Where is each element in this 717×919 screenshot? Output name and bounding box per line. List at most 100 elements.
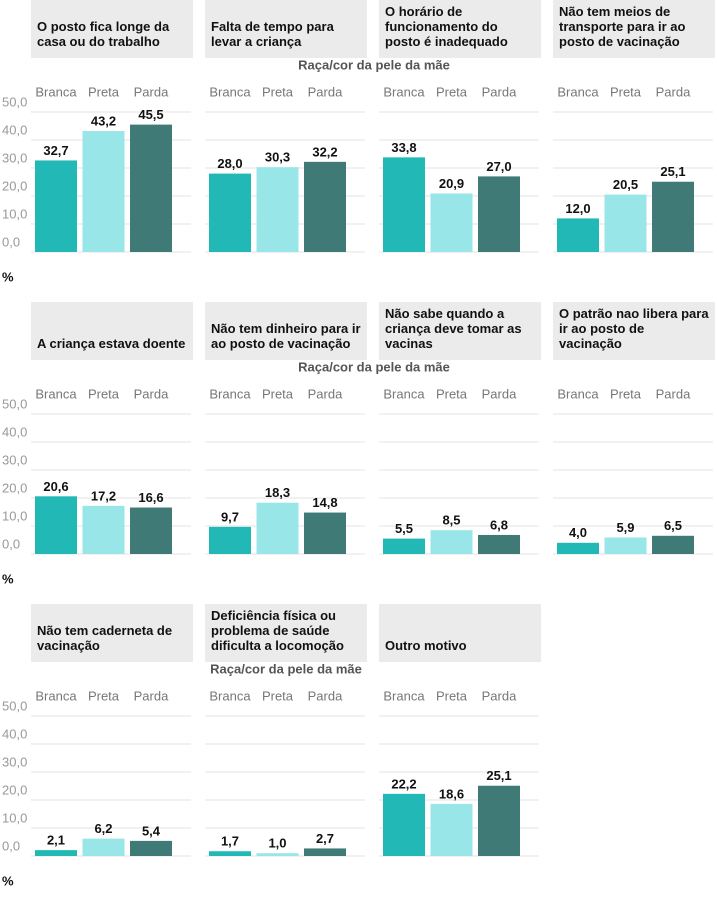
value-label: 6,5	[664, 518, 682, 533]
value-label: 18,3	[265, 485, 290, 500]
x-tick-label: Preta	[436, 386, 468, 401]
x-tick-label: Parda	[134, 688, 169, 703]
value-label: 1,7	[221, 834, 239, 849]
value-label: 32,2	[312, 144, 337, 159]
x-tick-label: Branca	[35, 84, 77, 99]
y-tick-label: 20,0	[2, 178, 27, 193]
x-tick-label: Parda	[482, 688, 517, 703]
value-label: 1,0	[268, 836, 286, 851]
x-tick-label: Parda	[482, 386, 517, 401]
value-label: 2,7	[316, 831, 334, 846]
value-label: 20,6	[43, 479, 68, 494]
x-tick-label: Parda	[308, 84, 343, 99]
y-tick-label: 40,0	[2, 424, 27, 439]
bar	[478, 785, 520, 856]
bar	[82, 131, 125, 252]
y-tick-label: 50,0	[2, 396, 27, 411]
x-tick-label: Preta	[88, 688, 120, 703]
value-label: 6,8	[490, 517, 508, 532]
panel-title: Não sabe quando a criança deve tomar as …	[379, 302, 541, 360]
x-tick-label: Preta	[262, 386, 294, 401]
value-label: 30,3	[265, 150, 290, 165]
y-tick-label: 20,0	[2, 782, 27, 797]
x-tick-label: Preta	[88, 386, 120, 401]
x-tick-label: Preta	[88, 84, 120, 99]
value-label: 33,8	[391, 140, 416, 155]
y-tick-label: 10,0	[2, 508, 27, 523]
bar	[304, 161, 346, 252]
bar	[209, 851, 251, 856]
bar	[130, 840, 172, 856]
panel-title: Falta de tempo para levar a criança	[205, 0, 367, 58]
value-label: 25,1	[660, 164, 685, 179]
bar	[383, 157, 425, 252]
panel-title: O horário de funcionamento do posto é in…	[379, 0, 541, 58]
x-tick-label: Branca	[209, 688, 251, 703]
value-label: 20,5	[613, 177, 638, 192]
x-tick-label: Branca	[35, 386, 77, 401]
y-tick-label: 0,0	[2, 536, 20, 551]
x-tick-label: Parda	[656, 386, 691, 401]
bar	[604, 194, 647, 252]
value-label: 9,7	[221, 509, 239, 524]
bar	[557, 218, 599, 252]
bar	[383, 538, 425, 554]
bar	[652, 181, 694, 252]
x-tick-label: Preta	[262, 84, 294, 99]
value-label: 43,2	[91, 113, 116, 128]
y-tick-label: 30,0	[2, 754, 27, 769]
value-label: 18,6	[439, 786, 464, 801]
x-tick-label: Preta	[610, 84, 642, 99]
panel-title: Outro motivo	[379, 604, 541, 662]
panel-title: O patrão nao libera para ir ao posto de …	[553, 302, 715, 360]
bar	[130, 507, 172, 554]
value-label: 22,2	[391, 776, 416, 791]
value-label: 14,8	[312, 495, 337, 510]
bar	[304, 848, 346, 856]
y-tick-label: 20,0	[2, 480, 27, 495]
bar	[256, 167, 299, 252]
bar	[209, 526, 251, 554]
bar	[35, 160, 77, 252]
y-tick-label: 0,0	[2, 838, 20, 853]
bar	[256, 502, 299, 554]
x-axis-title: Raça/cor da pele da mãe	[298, 359, 450, 374]
bar	[35, 496, 77, 554]
x-tick-label: Branca	[209, 386, 251, 401]
bar	[430, 803, 473, 856]
value-label: 8,5	[442, 513, 460, 528]
x-tick-label: Preta	[436, 84, 468, 99]
value-label: 5,5	[395, 521, 413, 536]
panel-title: Não tem dinheiro para ir ao posto de vac…	[205, 302, 367, 360]
bar	[35, 850, 77, 856]
x-axis-title: Raça/cor da pele da mãe	[210, 661, 362, 676]
y-tick-label: 30,0	[2, 150, 27, 165]
x-tick-label: Preta	[262, 688, 294, 703]
x-tick-label: Parda	[308, 386, 343, 401]
x-tick-label: Parda	[656, 84, 691, 99]
bar	[430, 193, 473, 252]
bar	[82, 838, 125, 856]
x-tick-label: Branca	[383, 84, 425, 99]
x-tick-label: Parda	[482, 84, 517, 99]
value-label: 2,1	[47, 833, 65, 848]
x-tick-label: Parda	[308, 688, 343, 703]
x-tick-label: Branca	[383, 386, 425, 401]
bar	[383, 793, 425, 856]
y-axis-unit: %	[2, 269, 14, 284]
value-label: 20,9	[439, 176, 464, 191]
panel-title: O posto fica longe da casa ou do trabalh…	[31, 0, 193, 58]
x-tick-label: Preta	[436, 688, 468, 703]
y-tick-label: 0,0	[2, 234, 20, 249]
bar	[304, 512, 346, 554]
bar	[604, 537, 647, 554]
value-label: 4,0	[569, 525, 587, 540]
x-tick-label: Parda	[134, 84, 169, 99]
x-axis-title: Raça/cor da pele da mãe	[298, 57, 450, 72]
y-tick-label: 50,0	[2, 94, 27, 109]
x-tick-label: Parda	[134, 386, 169, 401]
bar	[478, 176, 520, 252]
x-tick-label: Branca	[383, 688, 425, 703]
bar	[256, 853, 299, 856]
